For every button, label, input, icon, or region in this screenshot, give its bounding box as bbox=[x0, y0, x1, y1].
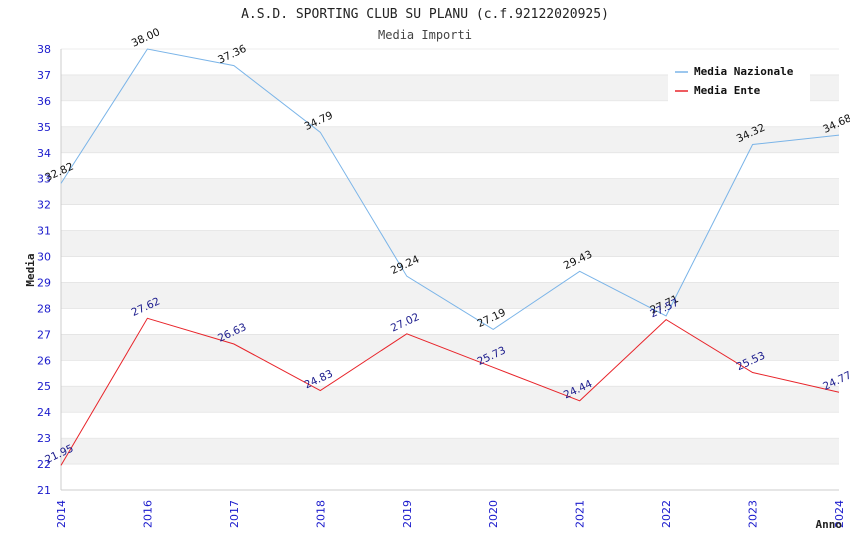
x-tick-label: 2014 bbox=[55, 500, 68, 528]
x-tick-label: 2022 bbox=[660, 500, 673, 528]
y-tick-label: 28 bbox=[37, 302, 51, 315]
y-tick-label: 23 bbox=[37, 432, 51, 445]
grid-band bbox=[61, 386, 839, 413]
y-tick-label: 21 bbox=[37, 484, 51, 497]
x-tick-label: 2016 bbox=[141, 500, 154, 528]
x-tick-label: 2021 bbox=[574, 500, 587, 528]
data-label: 37.36 bbox=[216, 43, 249, 67]
x-tick-labels: 2014 2016 2017 2018 2019 2020 2021 2022 2023 2024 bbox=[55, 500, 846, 528]
legend-label-media-ente: Media Ente bbox=[694, 84, 761, 97]
y-tick-label: 25 bbox=[37, 380, 51, 393]
grid-bands bbox=[61, 74, 839, 465]
y-tick-label: 27 bbox=[37, 328, 51, 341]
y-tick-label: 31 bbox=[37, 225, 51, 238]
y-tick-label: 36 bbox=[37, 95, 51, 108]
x-tick-label: 2023 bbox=[747, 500, 760, 528]
grid-band bbox=[61, 438, 839, 465]
data-label: 38.00 bbox=[130, 26, 162, 50]
grid-band bbox=[61, 126, 839, 153]
y-tick-label: 26 bbox=[37, 354, 51, 367]
data-label: 27.02 bbox=[389, 311, 421, 335]
y-tick-label: 24 bbox=[37, 406, 51, 419]
series-lines bbox=[60, 48, 840, 466]
x-tick-label: 2017 bbox=[228, 500, 241, 528]
y-tick-label: 22 bbox=[37, 458, 51, 471]
legend: Media Nazionale Media Ente bbox=[668, 62, 810, 102]
y-tick-label: 33 bbox=[37, 173, 51, 186]
x-tick-label: 2024 bbox=[833, 500, 846, 528]
chart-subtitle: Media Importi bbox=[378, 28, 472, 42]
y-tick-label: 30 bbox=[37, 251, 51, 264]
x-tick-label: 2020 bbox=[487, 500, 500, 528]
y-tick-label: 37 bbox=[37, 69, 51, 82]
data-label: 27.19 bbox=[475, 307, 507, 331]
grid-band bbox=[61, 282, 839, 309]
grid-band bbox=[61, 334, 839, 361]
grid-lines bbox=[61, 48, 839, 491]
legend-label-media-nazionale: Media Nazionale bbox=[694, 65, 794, 78]
y-tick-labels: 21 22 23 24 25 26 27 28 29 30 31 32 33 34 35 36 37 38 bbox=[37, 43, 51, 497]
series-line-media-ente bbox=[60, 317, 840, 466]
grid-band bbox=[61, 230, 839, 257]
y-tick-label: 38 bbox=[37, 43, 51, 56]
y-tick-label: 32 bbox=[37, 199, 51, 212]
y-tick-label: 35 bbox=[37, 121, 51, 134]
y-tick-label: 34 bbox=[37, 147, 51, 160]
x-tick-label: 2018 bbox=[314, 500, 327, 528]
x-tick-label: 2019 bbox=[401, 500, 414, 528]
grid-band bbox=[61, 178, 839, 205]
x-axis-label: Anno bbox=[816, 518, 843, 531]
chart-title: A.S.D. SPORTING CLUB SU PLANU (c.f.92122… bbox=[241, 7, 609, 22]
axes bbox=[60, 49, 839, 491]
y-tick-label: 29 bbox=[37, 276, 51, 289]
legend-box bbox=[668, 62, 810, 102]
y-axis-label: Media bbox=[24, 253, 37, 286]
series-line-media-nazionale bbox=[60, 48, 840, 330]
